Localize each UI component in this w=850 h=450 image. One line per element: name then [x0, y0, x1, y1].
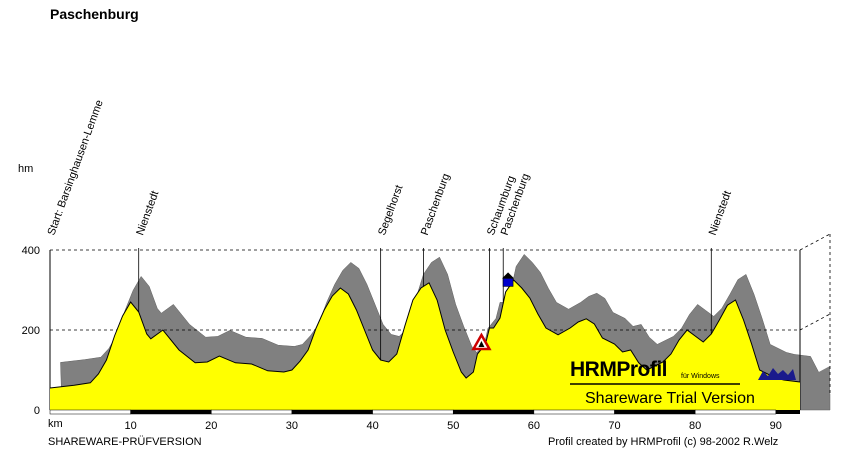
distance-scale-segment — [49, 409, 131, 415]
copyright-notice: Profil created by HRMProfil (c) 98-2002 … — [548, 436, 779, 448]
brand-name: HRMProfil — [570, 358, 668, 381]
distance-scale-segment — [291, 409, 373, 415]
x-tick-label: 40 — [366, 420, 378, 432]
x-tick-label: 80 — [689, 420, 701, 432]
x-tick-label: 20 — [205, 420, 217, 432]
waypoint-label: Nienstedt — [707, 189, 734, 237]
x-tick-label: 10 — [125, 420, 137, 432]
x-tick-label: 30 — [286, 420, 298, 432]
base-bar-layer — [49, 409, 800, 415]
distance-scale-segment — [130, 409, 212, 415]
trial-label: Shareware Trial Version — [585, 390, 755, 407]
y-tick-label: 0 — [34, 405, 40, 417]
x-tick-label: 50 — [447, 420, 459, 432]
brand-subtitle: für Windows — [681, 373, 720, 380]
distance-scale-segment — [614, 409, 696, 415]
y-tick-label: 400 — [22, 245, 40, 257]
waypoint-label: Paschenburg — [419, 172, 452, 237]
marker-layer — [471, 272, 796, 385]
watermark-logo: HRMProfil für Windows Shareware Trial Ve… — [570, 358, 798, 410]
y-axis-unit: hm — [18, 163, 34, 175]
side-panel — [800, 366, 830, 410]
x-tick-label: 60 — [528, 420, 540, 432]
distance-scale-segment — [775, 410, 800, 414]
chart-title: Paschenburg — [50, 6, 139, 22]
logo-mountain-icon — [758, 368, 796, 380]
x-axis-unit: km — [48, 418, 63, 430]
grid-line-diagonal — [799, 233, 831, 251]
waypoint-label: Nienstedt — [134, 189, 161, 237]
house-icon — [502, 278, 514, 287]
shareware-notice: SHAREWARE-PRÜFVERSION — [48, 436, 202, 448]
profile-fill — [50, 280, 800, 410]
grid-line-diagonal — [799, 313, 831, 331]
y-tick-label: 200 — [22, 325, 40, 337]
distance-scale-segment — [211, 409, 293, 415]
distance-scale-segment — [372, 409, 454, 415]
profile-layer — [49, 279, 801, 410]
distance-scale-segment — [694, 409, 777, 415]
house-roof — [502, 272, 515, 279]
profile-line — [49, 279, 801, 389]
waypoint-label: Segelhorst — [376, 183, 405, 237]
x-tick-label: 90 — [770, 420, 782, 432]
waypoint-label: Start: Barsinghausen-Lemme — [46, 98, 106, 237]
distance-scale-segment — [452, 409, 535, 415]
x-tick-label: 70 — [608, 420, 620, 432]
distance-scale-segment — [533, 409, 615, 415]
warning-triangle-center — [478, 341, 485, 347]
tick-layer: 10 20 30 40 50 60 70 80 90 0 200 400 — [22, 245, 782, 432]
